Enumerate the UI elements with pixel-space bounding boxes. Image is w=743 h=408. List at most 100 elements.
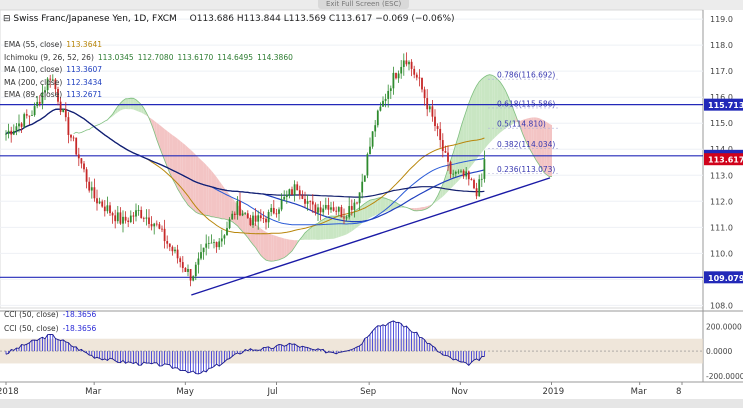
candle-body: [51, 79, 54, 81]
cloud-segment: [188, 147, 191, 208]
candle-body: [103, 206, 106, 212]
candle-body: [181, 262, 184, 268]
cloud-segment: [528, 117, 532, 152]
fib-label: 0.786(116.692): [497, 71, 555, 80]
candle-body: [155, 223, 158, 225]
candle-body: [267, 211, 270, 223]
ohlc-open: O113.686: [189, 14, 234, 24]
candle-body: [444, 151, 447, 153]
cloud-segment: [151, 118, 155, 132]
candle-body: [46, 78, 49, 91]
candle-body: [171, 246, 174, 252]
candle-body: [145, 217, 148, 219]
candle-body: [148, 217, 150, 224]
grid: [0, 9, 743, 383]
candle-body: [389, 88, 392, 91]
candle-body: [366, 154, 369, 176]
cloud-segment: [505, 90, 508, 129]
candle-body: [421, 77, 423, 90]
cloud-segment: [177, 138, 181, 194]
y-tick-label: 112.0: [710, 197, 733, 206]
cloud-segment: [195, 154, 199, 214]
cloud-segment: [172, 134, 175, 184]
candle-body: [345, 217, 348, 219]
trendline: [191, 177, 551, 296]
candle-body: [322, 208, 325, 213]
candle-body: [397, 73, 400, 79]
y-tick-label: 111.0: [710, 223, 733, 232]
indicator-label: MA (200, close): [4, 77, 63, 87]
price-label-box: [704, 271, 743, 284]
candle-body: [319, 207, 322, 213]
candle-body: [340, 207, 343, 218]
cloud-segment: [289, 239, 292, 254]
cloud-segment: [328, 215, 331, 240]
candle-body: [166, 241, 169, 244]
indicator-label: EMA (89, close): [4, 90, 63, 99]
candle-body: [423, 89, 426, 99]
candle-body: [57, 89, 59, 102]
cloud-segment: [338, 215, 342, 238]
candle-body: [184, 267, 187, 272]
candle-body: [122, 216, 124, 224]
price-label-box: [704, 98, 743, 111]
candle-body: [270, 207, 273, 212]
y-tick-label: 113.0: [710, 171, 733, 180]
cloud-segment: [315, 223, 318, 240]
candle-body: [402, 60, 405, 67]
price-label-text: 113.617: [708, 156, 743, 165]
cloud-segment: [258, 226, 261, 256]
cloud-segment: [468, 96, 472, 170]
cloud-segment: [128, 98, 131, 110]
y-tick-label: 115.0: [710, 119, 733, 128]
candle-body: [210, 242, 213, 244]
indicator-3: MA (200, close) 112.3434: [4, 78, 106, 87]
candle-body: [449, 161, 452, 174]
candle-body: [220, 238, 223, 242]
cloud-segment: [531, 117, 534, 157]
cloud-segment: [492, 75, 495, 141]
candle-body: [96, 198, 98, 204]
candle-body: [252, 215, 254, 226]
candle-body: [239, 201, 241, 216]
candle-body: [77, 154, 80, 159]
ichimoku-cloud: [73, 74, 552, 262]
candle-body: [275, 213, 278, 215]
candle-body: [298, 190, 301, 196]
x-tick-label: Jul: [267, 387, 278, 397]
candle-body: [259, 215, 262, 219]
cloud-segment: [201, 159, 204, 216]
candle-body: [405, 60, 408, 65]
collapse-icon[interactable]: ⊟: [3, 14, 11, 24]
candle-body: [317, 207, 319, 213]
candle-body: [327, 205, 330, 210]
cloud-segment: [260, 228, 264, 258]
candle-body: [306, 201, 309, 204]
cloud-segment: [167, 130, 170, 174]
candle-body: [153, 223, 156, 227]
candle-body: [194, 264, 197, 277]
candle-body: [179, 258, 182, 263]
cloud-segment: [292, 239, 295, 251]
candle-body: [288, 189, 291, 195]
candle-body: [382, 100, 384, 107]
price-label-box: [704, 153, 743, 166]
candle-body: [371, 131, 374, 147]
candle-body: [314, 204, 317, 213]
cloud-segment: [533, 117, 537, 161]
candle-body: [283, 196, 286, 200]
cci-panel: 200.0000 0.0000 -200.0000: [0, 320, 743, 381]
price-label-text: 115.713: [708, 101, 743, 110]
exit-fullscreen-button[interactable]: Exit Full Screen (ESC): [318, 0, 410, 9]
x-tick-label: Mar: [631, 387, 648, 397]
candle-body: [161, 228, 163, 230]
cloud-segment: [185, 145, 188, 206]
candle-body: [241, 213, 244, 216]
cloud-segment: [487, 74, 490, 146]
cloud-segment: [307, 228, 311, 240]
candle-body: [226, 228, 228, 236]
candle-body: [337, 207, 340, 212]
cloud-segment: [546, 122, 550, 177]
